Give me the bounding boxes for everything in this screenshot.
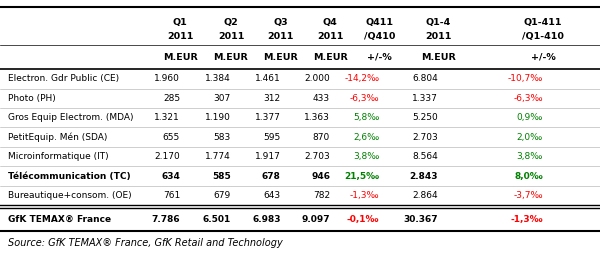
- Text: Photo (PH): Photo (PH): [8, 94, 56, 103]
- Text: M.EUR: M.EUR: [263, 53, 298, 62]
- Text: 30.367: 30.367: [403, 215, 438, 224]
- Text: -1,3‰: -1,3‰: [511, 215, 543, 224]
- Text: 2,6‰: 2,6‰: [353, 133, 379, 142]
- Text: 2011: 2011: [425, 32, 451, 41]
- Text: 1.363: 1.363: [304, 113, 330, 122]
- Text: 1.461: 1.461: [255, 74, 281, 83]
- Text: -10,7‰: -10,7‰: [508, 74, 543, 83]
- Text: 782: 782: [313, 191, 330, 200]
- Text: Télécommunication (TC): Télécommunication (TC): [8, 171, 130, 180]
- Text: 6.983: 6.983: [253, 215, 281, 224]
- Text: 2,0‰: 2,0‰: [517, 133, 543, 142]
- Text: Q3: Q3: [274, 18, 288, 27]
- Text: 0,9‰: 0,9‰: [517, 113, 543, 122]
- Text: 2.703: 2.703: [304, 152, 330, 161]
- Text: 433: 433: [313, 94, 330, 103]
- Text: Gros Equip Electrom. (MDA): Gros Equip Electrom. (MDA): [8, 113, 133, 122]
- Text: Bureautique+consom. (OE): Bureautique+consom. (OE): [8, 191, 131, 200]
- Text: 1.337: 1.337: [412, 94, 438, 103]
- Text: 2011: 2011: [268, 32, 294, 41]
- Text: +/-%: +/-%: [530, 53, 556, 62]
- Text: 1.917: 1.917: [255, 152, 281, 161]
- Text: 5.250: 5.250: [412, 113, 438, 122]
- Text: 6.804: 6.804: [412, 74, 438, 83]
- Text: 761: 761: [163, 191, 180, 200]
- Text: 1.190: 1.190: [205, 113, 231, 122]
- Text: Electron. Gdr Public (CE): Electron. Gdr Public (CE): [8, 74, 119, 83]
- Text: M.EUR: M.EUR: [313, 53, 347, 62]
- Text: 678: 678: [262, 171, 281, 180]
- Text: 2.170: 2.170: [154, 152, 180, 161]
- Text: 595: 595: [263, 133, 281, 142]
- Text: Q4: Q4: [323, 18, 337, 27]
- Text: 2011: 2011: [218, 32, 244, 41]
- Text: -14,2‰: -14,2‰: [344, 74, 379, 83]
- Text: 5,8‰: 5,8‰: [353, 113, 379, 122]
- Text: M.EUR: M.EUR: [214, 53, 248, 62]
- Text: 583: 583: [214, 133, 231, 142]
- Text: 307: 307: [214, 94, 231, 103]
- Text: -0,1‰: -0,1‰: [347, 215, 379, 224]
- Text: 7.786: 7.786: [151, 215, 180, 224]
- Text: -1,3‰: -1,3‰: [350, 191, 379, 200]
- Text: 1.774: 1.774: [205, 152, 231, 161]
- Text: 9.097: 9.097: [301, 215, 330, 224]
- Text: 2.703: 2.703: [412, 133, 438, 142]
- Text: -6,3‰: -6,3‰: [350, 94, 379, 103]
- Text: M.EUR: M.EUR: [163, 53, 197, 62]
- Text: 1.384: 1.384: [205, 74, 231, 83]
- Text: 2.843: 2.843: [409, 171, 438, 180]
- Text: 2011: 2011: [317, 32, 343, 41]
- Text: 3,8‰: 3,8‰: [517, 152, 543, 161]
- Text: 585: 585: [212, 171, 231, 180]
- Text: Q1-4: Q1-4: [425, 18, 451, 27]
- Text: /Q410: /Q410: [364, 32, 395, 41]
- Text: 2.864: 2.864: [412, 191, 438, 200]
- Text: 8,0‰: 8,0‰: [514, 171, 543, 180]
- Text: 1.960: 1.960: [154, 74, 180, 83]
- Text: 870: 870: [313, 133, 330, 142]
- Text: Q1-411: Q1-411: [524, 18, 562, 27]
- Text: 2.000: 2.000: [304, 74, 330, 83]
- Text: M.EUR: M.EUR: [421, 53, 455, 62]
- Text: 643: 643: [263, 191, 281, 200]
- Text: -3,7‰: -3,7‰: [514, 191, 543, 200]
- Text: -6,3‰: -6,3‰: [514, 94, 543, 103]
- Text: 8.564: 8.564: [412, 152, 438, 161]
- Text: Q411: Q411: [365, 18, 393, 27]
- Text: Source: GfK TEMAX® France, GfK Retail and Technology: Source: GfK TEMAX® France, GfK Retail an…: [8, 238, 283, 248]
- Text: 634: 634: [161, 171, 180, 180]
- Text: 285: 285: [163, 94, 180, 103]
- Text: 679: 679: [214, 191, 231, 200]
- Text: 1.377: 1.377: [255, 113, 281, 122]
- Text: 2011: 2011: [167, 32, 193, 41]
- Text: 946: 946: [311, 171, 330, 180]
- Text: 6.501: 6.501: [203, 215, 231, 224]
- Text: Q1: Q1: [173, 18, 187, 27]
- Text: 3,8‰: 3,8‰: [353, 152, 379, 161]
- Text: +/-%: +/-%: [367, 53, 392, 62]
- Text: Microinformatique (IT): Microinformatique (IT): [8, 152, 109, 161]
- Text: 21,5‰: 21,5‰: [344, 171, 379, 180]
- Text: Q2: Q2: [224, 18, 238, 27]
- Text: PetitEquip. Mén (SDA): PetitEquip. Mén (SDA): [8, 132, 107, 142]
- Text: 1.321: 1.321: [154, 113, 180, 122]
- Text: /Q1-410: /Q1-410: [522, 32, 564, 41]
- Text: 312: 312: [263, 94, 281, 103]
- Text: 655: 655: [163, 133, 180, 142]
- Text: GfK TEMAX® France: GfK TEMAX® France: [8, 215, 111, 224]
